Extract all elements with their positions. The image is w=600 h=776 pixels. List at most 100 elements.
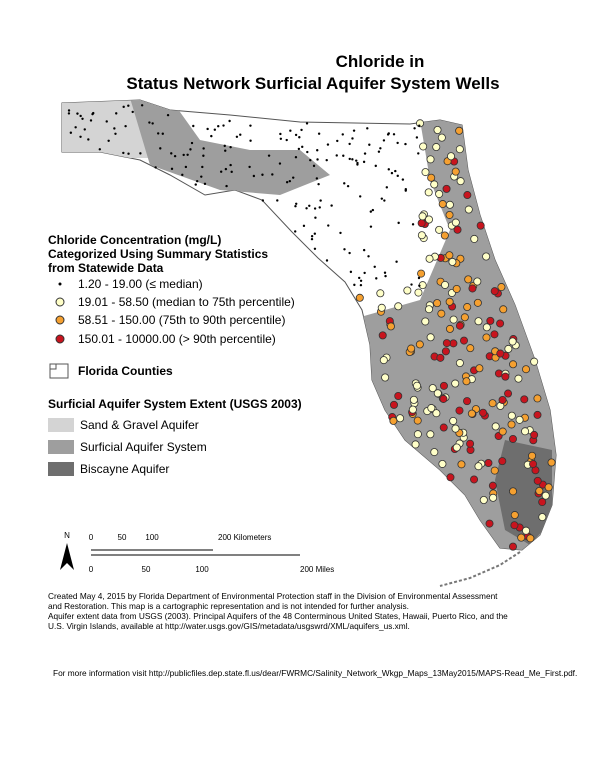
well-point <box>484 459 493 468</box>
well-point <box>312 164 316 168</box>
well-point <box>384 274 387 278</box>
well-point <box>294 133 298 137</box>
well-point <box>369 210 373 213</box>
scale-label: 0 <box>89 565 94 574</box>
well-point <box>219 170 223 173</box>
well-point <box>115 112 118 115</box>
well-point <box>433 299 442 308</box>
well-point <box>449 416 458 425</box>
well-point <box>235 135 239 138</box>
well-point <box>515 415 524 424</box>
well-point <box>325 158 328 162</box>
well-point <box>156 132 160 135</box>
well-point <box>359 195 362 198</box>
well-point <box>446 473 455 482</box>
well-point <box>417 219 426 228</box>
well-point <box>342 154 345 157</box>
credit-line: Aquifer extent data from USGS (2003). Pr… <box>48 611 508 621</box>
well-point <box>356 161 359 165</box>
well-point <box>449 315 458 324</box>
well-point <box>456 177 465 186</box>
well-point <box>421 168 430 177</box>
well-point <box>313 247 317 250</box>
well-point <box>297 147 301 151</box>
well-point <box>87 138 90 141</box>
well-point <box>468 284 477 293</box>
well-point <box>202 147 205 150</box>
well-point <box>373 265 376 268</box>
well-point <box>339 231 342 235</box>
well-point <box>507 420 516 429</box>
well-point <box>432 409 441 418</box>
well-point <box>348 251 351 255</box>
well-point <box>404 142 407 146</box>
well-point <box>419 142 428 151</box>
well-point <box>445 251 454 260</box>
well-point <box>74 126 77 129</box>
well-point <box>485 519 494 528</box>
well-point <box>457 460 466 469</box>
well-point <box>445 210 454 219</box>
well-point <box>362 248 366 252</box>
well-point <box>426 333 435 342</box>
well-point <box>224 149 227 152</box>
well-point <box>433 126 442 135</box>
well-point <box>366 127 369 130</box>
well-point <box>389 416 398 425</box>
well-point <box>437 133 446 142</box>
well-point <box>509 487 518 496</box>
well-point <box>533 394 542 403</box>
scale-label: 0 <box>89 533 94 542</box>
well-point <box>407 344 416 353</box>
well-point <box>417 152 420 155</box>
well-point <box>351 158 354 161</box>
well-point <box>343 248 346 251</box>
well-point <box>415 340 424 349</box>
well-point <box>229 145 232 149</box>
legend-symbol <box>55 315 65 325</box>
well-point <box>439 394 448 403</box>
well-point <box>309 158 312 162</box>
well-point <box>504 389 513 398</box>
well-point <box>491 422 500 431</box>
well-point <box>294 205 297 208</box>
well-point <box>441 347 450 356</box>
well-point <box>397 221 400 225</box>
well-point <box>439 423 448 432</box>
legend-heading: from Statewide Data <box>48 261 164 275</box>
well-point <box>455 406 464 415</box>
well-point <box>383 199 386 202</box>
well-point <box>335 154 338 157</box>
well-point <box>279 132 282 136</box>
well-point <box>438 459 447 468</box>
well-point <box>166 113 170 117</box>
well-point <box>288 179 292 183</box>
well-point <box>182 153 185 157</box>
well-point <box>451 218 460 227</box>
well-point <box>392 133 396 136</box>
well-point <box>510 521 519 530</box>
well-point <box>127 152 130 155</box>
well-point <box>302 224 306 228</box>
well-point <box>496 349 505 358</box>
legend-symbol <box>48 440 74 454</box>
well-point <box>217 124 220 128</box>
well-point <box>107 139 110 142</box>
well-point <box>351 137 354 140</box>
well-point <box>305 207 308 210</box>
scale-label: 50 <box>142 565 151 574</box>
well-point <box>181 173 184 177</box>
legend-label: 19.01 - 58.50 (median to 75th percentile… <box>78 295 295 309</box>
well-point <box>504 344 513 353</box>
legend-label: Florida Counties <box>78 364 173 378</box>
well-point <box>368 143 371 146</box>
well-point <box>474 317 483 326</box>
well-point <box>170 167 174 171</box>
well-point <box>395 260 398 263</box>
biscayne-region <box>495 440 552 545</box>
scale-bar: N 0 50 100 200 Kilometers 0 50 100 200 M… <box>60 531 334 574</box>
well-point <box>404 187 408 191</box>
well-point <box>374 164 377 168</box>
credit-line: U.S. Virgin Islands, available at http:/… <box>48 621 410 631</box>
